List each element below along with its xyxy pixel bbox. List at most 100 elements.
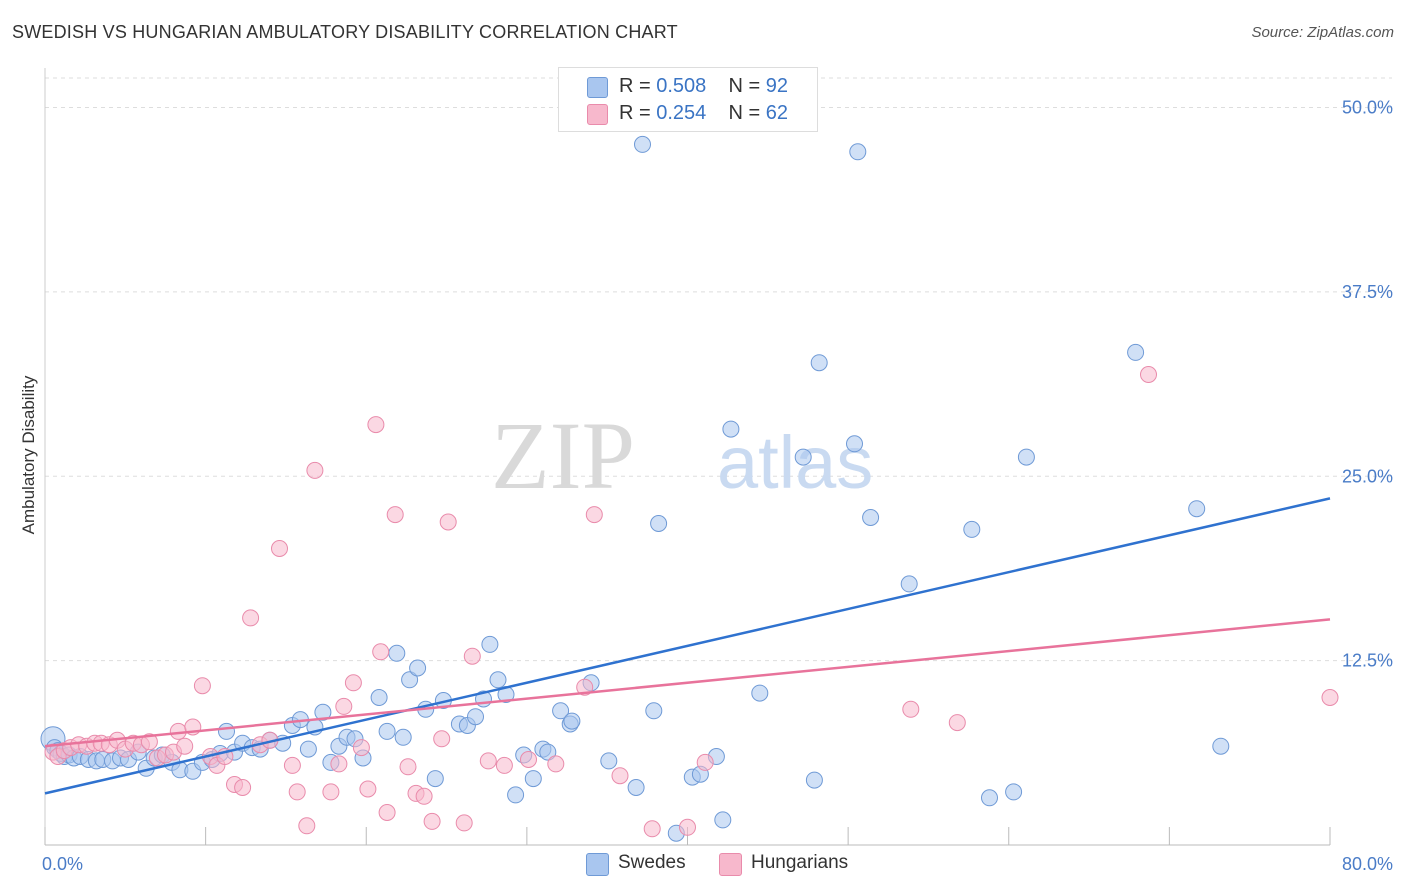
hungarians-point [367, 416, 385, 434]
hungarians-trend-line [44, 618, 1331, 748]
hungarians-point [1321, 689, 1339, 706]
hungarians-point [242, 609, 260, 627]
hungarians-point [140, 733, 158, 751]
watermark-atlas: atlas [717, 421, 873, 504]
swedes-point [314, 703, 332, 721]
x-tick-label: 80.0% [1342, 854, 1393, 874]
hungarians-point [193, 677, 211, 695]
hungarians-point [306, 461, 324, 479]
hungarians-point [330, 755, 348, 773]
hungarians-point [352, 739, 370, 757]
hungarians-point [585, 506, 603, 524]
hungarians-point [288, 783, 306, 801]
swedes-point [299, 740, 317, 758]
swedes-point [378, 722, 396, 740]
hungarians-point [463, 647, 481, 665]
correlation-legend: R = 0.508 N = 92 R = 0.254 N = 62 [558, 67, 818, 132]
hungarians-point [547, 755, 565, 773]
swedes-point [846, 435, 863, 453]
hungarians-point [643, 820, 661, 838]
hungarians-point [696, 753, 714, 771]
source-label: Source: ZipAtlas.com [1251, 24, 1394, 41]
swedes-point [218, 722, 235, 740]
hungarians-point [948, 714, 966, 732]
hungarians-point [902, 700, 920, 718]
swedes-point [627, 779, 645, 796]
y-axis-label: Ambulatory Disability [19, 375, 38, 534]
hungarians-legend-swatch [719, 853, 742, 876]
swedes-point [963, 520, 981, 538]
hungarians-point [520, 751, 537, 768]
swedes-legend-swatch [586, 853, 609, 876]
swedes-point [634, 135, 651, 153]
hungarians-point [576, 678, 594, 696]
grid-lines [45, 77, 1392, 662]
hungarians-point [372, 643, 390, 661]
swedes-point [552, 702, 570, 720]
y-tick-label: 37.5% [1342, 282, 1393, 302]
hungarians-point [415, 787, 433, 805]
data-points [40, 135, 1339, 842]
y-tick-label: 50.0% [1342, 98, 1393, 118]
swedes-point [1005, 783, 1023, 801]
n-label: N = [728, 75, 761, 97]
swedes-point [849, 143, 867, 161]
swedes-point [539, 743, 557, 761]
swedes-point [401, 671, 419, 689]
hungarians-point [176, 737, 194, 755]
hungarians-point [322, 783, 340, 801]
swedes-point [645, 702, 663, 720]
swedes-point [650, 515, 668, 532]
trend-lines [44, 497, 1331, 795]
swedes-point [751, 684, 769, 702]
swedes-point [394, 728, 412, 746]
swedes-point [467, 708, 484, 726]
swedes-point [900, 575, 918, 593]
n-label: N = [728, 102, 761, 124]
hungarians-point [479, 752, 497, 770]
hungarians-point [455, 814, 473, 832]
n-value: 62 [765, 102, 789, 124]
swedes-point [981, 789, 998, 807]
swedes-point [507, 786, 525, 804]
tick-labels: 12.5% 25.0% 37.5% 50.0% 0.0% 80.0% [42, 98, 1393, 875]
axes [44, 68, 1331, 846]
hungarians-point [378, 804, 396, 821]
chart-title: SWEDISH VS HUNGARIAN AMBULATORY DISABILI… [12, 22, 678, 42]
x-tick-label: 0.0% [42, 854, 83, 874]
swedes-point [805, 771, 823, 789]
r-value: 0.508 [656, 75, 707, 97]
hungarians-point [298, 817, 316, 835]
hungarians-legend-label: Hungarians [751, 852, 849, 873]
swedes-point [388, 644, 406, 662]
swedes-point [1127, 343, 1145, 361]
hungarians-point [423, 812, 441, 830]
n-value: 92 [765, 75, 789, 97]
hungarians-point [433, 730, 451, 748]
hungarians-point [359, 780, 377, 798]
swedes-point [862, 509, 880, 526]
y-tick-label: 25.0% [1342, 466, 1393, 486]
swedes-legend-label: Swedes [618, 852, 686, 873]
hungarians-point [495, 756, 513, 774]
hungarians-point [679, 818, 696, 836]
swedes-trend-line [44, 497, 1331, 795]
r-value: 0.254 [656, 102, 707, 124]
y-tick-label: 12.5% [1342, 651, 1393, 671]
swedes-point [489, 671, 507, 689]
swedes-point [810, 354, 828, 372]
swedes-point [794, 448, 812, 466]
hungarians-point [1140, 366, 1157, 383]
hungarians-point [439, 513, 457, 531]
swedes-swatch [587, 77, 608, 98]
r-label: R = [619, 102, 651, 124]
swedes-point [409, 659, 427, 677]
swedes-point [714, 811, 732, 829]
swedes-point [481, 635, 499, 653]
hungarians-point [283, 756, 301, 774]
hungarians-point [611, 767, 629, 785]
swedes-point [426, 770, 444, 788]
swedes-point [1188, 500, 1206, 518]
swedes-point [600, 752, 618, 770]
